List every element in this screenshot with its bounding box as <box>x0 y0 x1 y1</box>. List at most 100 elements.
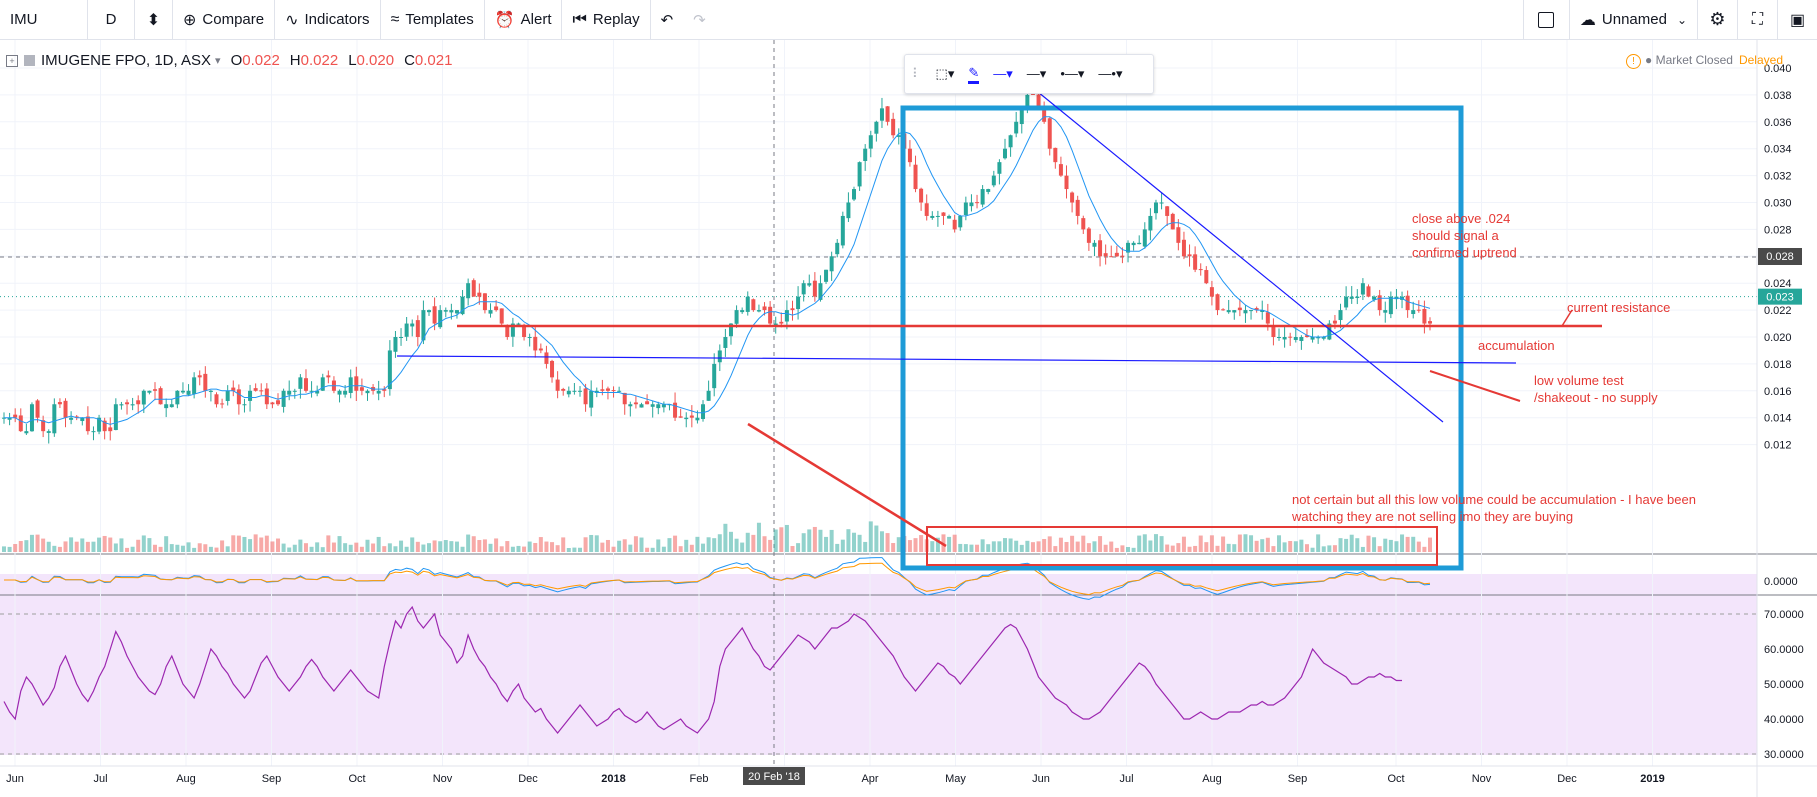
volume-bar <box>1036 541 1041 552</box>
candle-body <box>812 280 817 297</box>
candle-body <box>1058 164 1063 176</box>
volume-bar <box>337 536 342 552</box>
symbol-search[interactable]: IMU <box>0 0 88 39</box>
volume-bar <box>947 536 952 552</box>
candle-body <box>566 390 571 395</box>
candle-body <box>997 162 1002 174</box>
fullscreen-button[interactable]: ⛶ <box>1737 0 1777 39</box>
volume-bar <box>454 541 459 552</box>
price-tick-label: 0.024 <box>1764 278 1792 290</box>
candle-body <box>919 188 924 203</box>
alert-button[interactable]: ⏰ Alert <box>485 0 563 39</box>
candle-body <box>622 392 627 405</box>
candle-body <box>1008 135 1013 148</box>
chart-canvas[interactable]: 0.0400.0380.0360.0340.0320.0300.0280.026… <box>0 40 1817 797</box>
redo-button[interactable]: ↷ <box>683 0 716 39</box>
volume-bar <box>885 533 890 552</box>
compare-button[interactable]: ⊕ Compare <box>173 0 276 39</box>
line-style-button[interactable]: —▾ <box>1020 55 1054 93</box>
chevron-down-icon: ⌄ <box>1676 12 1687 27</box>
chart-type-button[interactable]: ⬍ <box>135 0 173 39</box>
volume-bar <box>371 543 376 552</box>
volume-bar <box>673 535 678 552</box>
line-color-button[interactable]: ✎ <box>961 55 986 93</box>
interval-button[interactable]: D <box>88 0 135 39</box>
extend-button[interactable]: —•▾ <box>1091 55 1129 93</box>
candle-body <box>1327 323 1332 340</box>
candle-body <box>807 283 812 286</box>
candle-body <box>650 404 655 407</box>
volume-bar <box>292 544 297 552</box>
blue-box <box>900 105 1464 571</box>
line-style-icon: —▾ <box>1026 66 1047 81</box>
candle-body <box>980 189 985 205</box>
undo-button[interactable]: ↶ <box>651 0 684 39</box>
note-close-above: close above .024 should signal a confirm… <box>1412 210 1517 261</box>
candle-body <box>533 336 538 351</box>
volume-bar <box>214 547 219 552</box>
volume-bar <box>577 547 582 552</box>
price-axis: 0.0400.0380.0360.0340.0320.0300.0280.026… <box>1756 40 1804 797</box>
collapse-icon[interactable]: + <box>6 54 18 67</box>
candle-body <box>1075 199 1080 216</box>
current-price-box <box>1758 288 1802 305</box>
volume-bar <box>438 541 443 552</box>
volume-bar <box>41 538 46 552</box>
candle-body <box>236 389 241 405</box>
time-tick-label: Nov <box>1472 773 1492 785</box>
chevron-down-icon[interactable]: ▾ <box>215 55 221 67</box>
candle-body <box>113 404 118 431</box>
volume-bar <box>661 546 666 552</box>
candle-body <box>712 363 717 389</box>
time-tick-label: Sep <box>1288 773 1308 785</box>
candle-body <box>52 404 57 434</box>
candle-body <box>784 310 789 322</box>
volume-bar <box>779 527 784 552</box>
candle-body <box>91 431 96 433</box>
snapshot-button[interactable]: ▣ <box>1777 0 1817 39</box>
price-tick-label: 0.036 <box>1764 117 1792 129</box>
candle-body <box>740 310 745 313</box>
settings-button[interactable]: ⚙ <box>1697 0 1737 39</box>
templates-button[interactable]: ≈ Templates <box>381 0 485 39</box>
volume-bar <box>997 541 1002 552</box>
volume-bar <box>1293 541 1298 552</box>
volume-bar <box>650 547 655 552</box>
candle-body <box>577 390 582 392</box>
replay-button[interactable]: ⏮ Replay <box>562 0 651 39</box>
volume-bar <box>102 535 107 552</box>
volume-bar <box>1187 546 1192 552</box>
candle-body <box>550 360 555 378</box>
macd-pane <box>4 557 1431 600</box>
line-end-button[interactable]: •—▾ <box>1053 55 1091 93</box>
template-button[interactable]: ⬚▾ <box>929 55 962 93</box>
layout-name-button[interactable]: ☁ Unnamed ⌄ <box>1568 0 1697 39</box>
candle-body <box>818 283 823 300</box>
volume-bar <box>622 539 627 552</box>
volume-bar <box>169 544 174 552</box>
volume-bar <box>907 540 912 552</box>
arrow-line <box>1429 370 1521 402</box>
indicators-button[interactable]: ∿ Indicators <box>275 0 381 39</box>
rsi-tick-label: 70.0000 <box>1764 609 1804 621</box>
volume-bar <box>57 546 62 552</box>
note-line: close above .024 <box>1412 211 1511 226</box>
volume-bar <box>1405 536 1410 552</box>
drawing-toolbar: ⠇ ⬚▾ ✎ —▾ —▾ •—▾ —•▾ <box>904 54 1154 94</box>
candle-body <box>1344 296 1349 308</box>
close-value: 0.021 <box>414 52 453 69</box>
volume-bar <box>1159 536 1164 552</box>
candle-body <box>203 373 208 391</box>
layout-button[interactable] <box>1522 0 1569 39</box>
drag-handle[interactable]: ⠇ <box>912 66 922 81</box>
candle-body <box>1316 337 1321 339</box>
volume-bar <box>303 543 308 552</box>
crosshair-price-label: 0.028 <box>1766 251 1794 263</box>
volume-bar <box>857 534 862 552</box>
candle-body <box>376 390 381 394</box>
line-width-icon: —▾ <box>993 66 1013 81</box>
candle-body <box>516 323 521 325</box>
candle-body <box>326 375 331 378</box>
line-width-button[interactable]: —▾ <box>986 55 1020 93</box>
volume-bar <box>359 546 364 552</box>
